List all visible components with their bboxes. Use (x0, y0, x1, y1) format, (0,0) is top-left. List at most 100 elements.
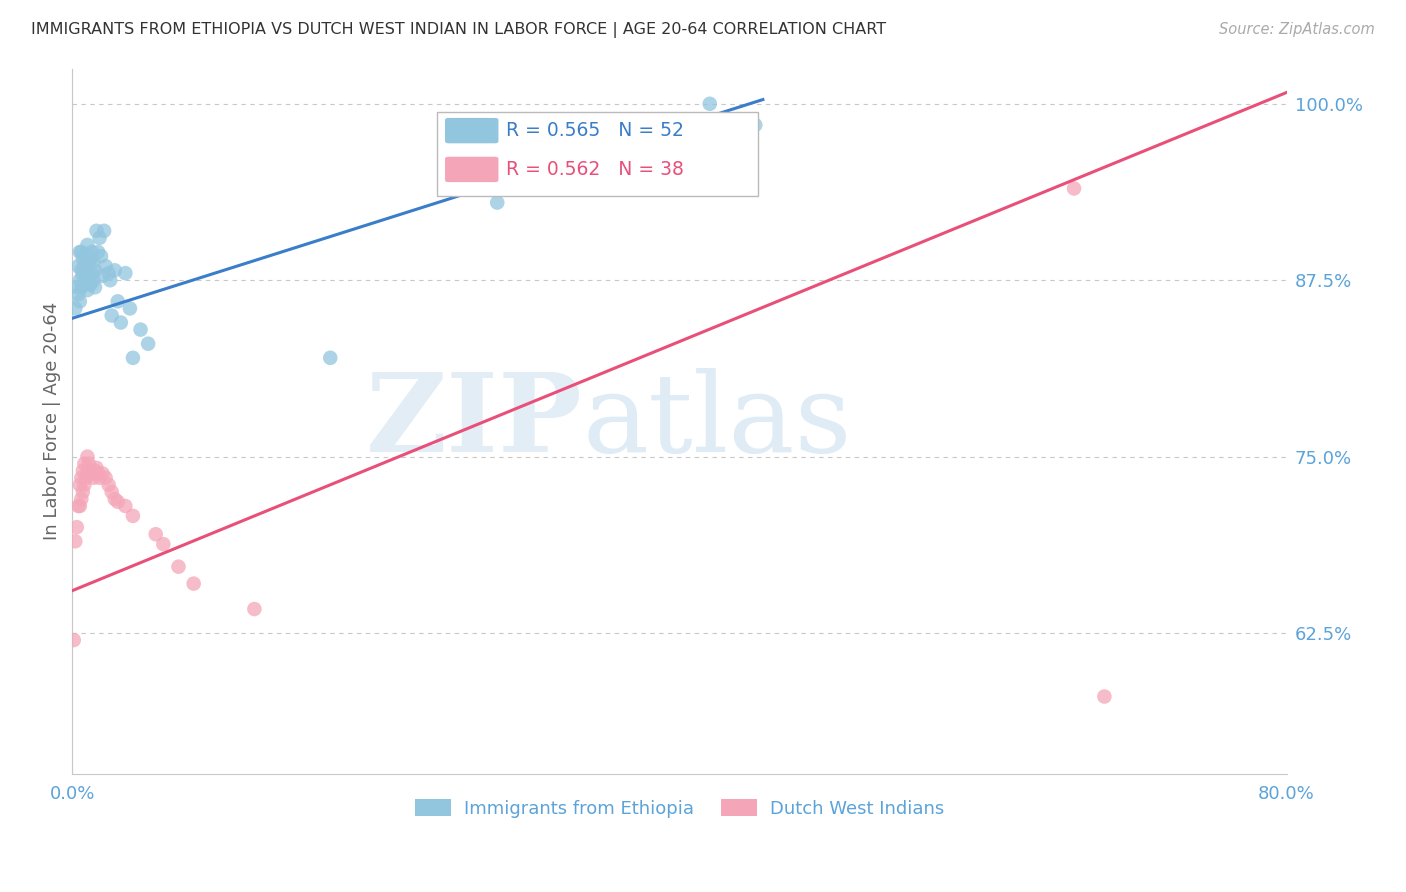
Point (70, 263, 93, 277)
Point (110, 316, 132, 330)
Point (69, 478, 91, 492)
Point (87, 244, 110, 259)
Point (152, 537, 174, 551)
Point (77, 457, 100, 471)
Point (84, 263, 107, 277)
Text: R = 0.565   N = 52: R = 0.565 N = 52 (506, 121, 683, 140)
Point (744, 118, 766, 132)
Point (91, 268, 114, 283)
Point (70, 244, 93, 259)
Point (65, 534, 87, 549)
Y-axis label: In Labor Force | Age 20-64: In Labor Force | Age 20-64 (44, 302, 60, 541)
Point (118, 301, 141, 316)
Point (62, 633, 84, 648)
Point (70, 280, 93, 294)
Point (100, 309, 122, 323)
Point (65, 301, 87, 316)
Point (67, 287, 90, 301)
Point (94, 471, 117, 485)
Point (73, 457, 96, 471)
Text: R = 0.562   N = 38: R = 0.562 N = 38 (506, 160, 683, 179)
Point (136, 336, 159, 351)
Point (79, 252, 101, 266)
Point (75, 471, 97, 485)
Point (243, 602, 266, 616)
Point (89, 231, 111, 245)
Point (107, 294, 129, 309)
FancyBboxPatch shape (436, 112, 758, 195)
Point (104, 491, 127, 506)
Point (100, 484, 122, 499)
Point (82, 273, 104, 287)
Point (129, 323, 152, 337)
Point (73, 259, 96, 273)
Point (73, 277, 96, 292)
Point (76, 464, 98, 478)
Point (114, 266, 136, 280)
FancyBboxPatch shape (446, 157, 499, 182)
Point (93, 224, 115, 238)
Point (94, 259, 117, 273)
Point (86, 224, 108, 238)
Point (114, 499, 136, 513)
Point (72, 484, 94, 499)
Point (1063, 181, 1085, 195)
Point (69, 499, 91, 513)
Point (84, 464, 107, 478)
Point (72, 252, 94, 266)
Point (76, 266, 98, 280)
Point (69, 294, 91, 309)
Point (89, 471, 111, 485)
Point (76, 283, 98, 297)
Point (72, 464, 94, 478)
Point (80, 266, 103, 280)
Point (73, 478, 96, 492)
Point (66, 280, 89, 294)
Point (699, 96, 721, 111)
Point (70, 491, 93, 506)
Point (67, 499, 90, 513)
Point (66, 520, 89, 534)
Point (80, 467, 103, 481)
Point (84, 280, 107, 294)
Point (79, 277, 101, 292)
FancyBboxPatch shape (446, 118, 499, 144)
Point (91, 467, 114, 481)
Point (183, 576, 205, 591)
Point (486, 195, 509, 210)
Point (70, 471, 93, 485)
Point (592, 174, 614, 188)
Point (319, 351, 342, 365)
Point (104, 263, 127, 277)
Point (90, 249, 112, 263)
Point (1092, 690, 1115, 704)
Point (82, 255, 104, 269)
Point (77, 273, 100, 287)
Point (76, 238, 98, 252)
Text: ZIP: ZIP (366, 368, 582, 475)
Text: atlas: atlas (582, 368, 852, 475)
Point (122, 351, 145, 365)
Legend: Immigrants from Ethiopia, Dutch West Indians: Immigrants from Ethiopia, Dutch West Ind… (408, 792, 950, 825)
Point (98, 273, 121, 287)
Point (86, 461, 108, 475)
Point (76, 450, 98, 464)
Point (82, 471, 104, 485)
Text: IMMIGRANTS FROM ETHIOPIA VS DUTCH WEST INDIAN IN LABOR FORCE | AGE 20-64 CORRELA: IMMIGRANTS FROM ETHIOPIA VS DUTCH WEST I… (31, 22, 886, 38)
Point (69, 244, 91, 259)
Point (67, 259, 90, 273)
Point (167, 559, 190, 574)
Point (75, 248, 97, 262)
Point (97, 266, 120, 280)
Point (97, 478, 120, 492)
Text: Source: ZipAtlas.com: Source: ZipAtlas.com (1219, 22, 1375, 37)
Point (79, 464, 101, 478)
Point (80, 244, 103, 259)
Point (72, 268, 94, 283)
Point (87, 467, 110, 481)
Point (77, 255, 100, 269)
Point (107, 495, 129, 509)
Point (122, 508, 145, 523)
Point (75, 272, 97, 286)
Point (69, 273, 91, 287)
